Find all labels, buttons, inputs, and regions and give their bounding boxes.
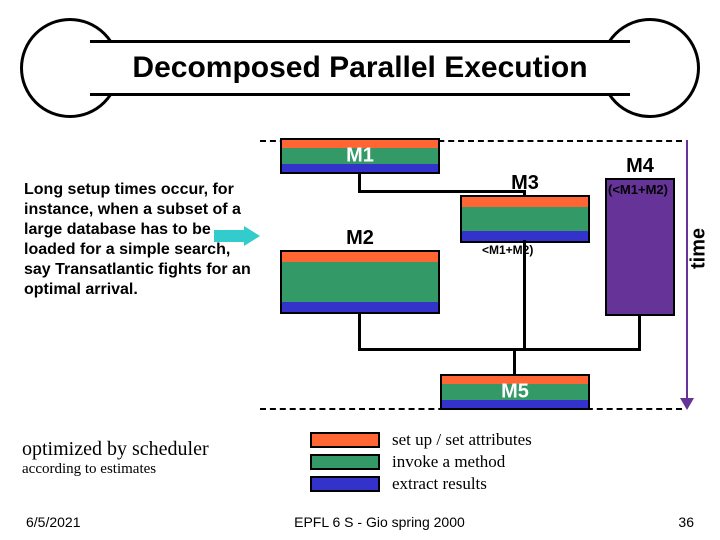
connector — [513, 348, 516, 374]
title-bone: Decomposed Parallel Execution — [50, 18, 670, 118]
footer-date: 6/5/2021 — [26, 514, 81, 530]
module-m4-label: M4 — [626, 155, 654, 178]
page-title: Decomposed Parallel Execution — [50, 18, 670, 118]
footer: 6/5/2021 EPFL 6 S - Gio spring 2000 36 — [0, 514, 720, 530]
connector — [638, 316, 641, 350]
module-m5-label: M5 — [501, 381, 529, 404]
connector — [358, 172, 361, 192]
legend-label-invoke: invoke a method — [392, 452, 505, 472]
optimizer-line1: optimized by scheduler — [22, 438, 302, 461]
footer-center: EPFL 6 S - Gio spring 2000 — [294, 514, 465, 530]
connector — [523, 190, 526, 196]
legend: set up / set attributes invoke a method … — [310, 430, 532, 496]
module-m2: M2 — [280, 250, 440, 314]
time-axis — [680, 140, 694, 408]
footer-page: 36 — [678, 514, 694, 530]
optimizer-line2: according to estimates — [22, 461, 302, 478]
legend-label-extract: extract results — [392, 474, 487, 494]
optimizer-note: optimized by scheduler according to esti… — [22, 438, 302, 478]
execution-diagram: M1 M3 <M1+M2) M2 M4 (<M1+M2) M5 — [260, 140, 700, 420]
module-m4-note: (<M1+M2) — [608, 182, 668, 197]
module-m1: M1 — [280, 138, 440, 174]
time-axis-label: time — [688, 251, 711, 269]
legend-label-setup: set up / set attributes — [392, 430, 532, 450]
module-m3: M3 — [460, 195, 590, 243]
arrow-down-icon — [680, 398, 694, 410]
legend-swatch-extract — [310, 476, 380, 492]
connector — [358, 348, 641, 351]
legend-swatch-invoke — [310, 454, 380, 470]
module-m1-label: M1 — [346, 145, 374, 168]
module-m2-label: M2 — [346, 227, 374, 250]
connector — [358, 190, 526, 193]
input-arrow-icon — [214, 226, 260, 246]
legend-swatch-setup — [310, 432, 380, 448]
module-m4: M4 — [605, 178, 675, 316]
connector — [358, 312, 361, 350]
connector — [523, 240, 526, 350]
module-m5: M5 — [440, 374, 590, 410]
